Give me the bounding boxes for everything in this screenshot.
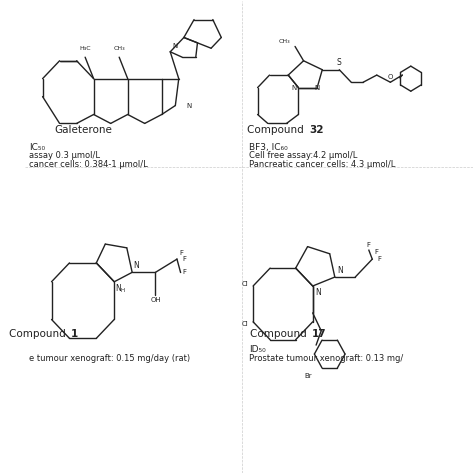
Text: Pancreatic cancer cells: 4.3 μmol/L: Pancreatic cancer cells: 4.3 μmol/L (249, 160, 395, 169)
Text: 1: 1 (71, 329, 78, 339)
Text: Cl: Cl (242, 281, 249, 287)
Text: ID₅₀: ID₅₀ (249, 346, 265, 355)
Text: H₃C: H₃C (79, 46, 91, 51)
Text: N: N (337, 266, 343, 275)
Text: cancer cells: 0.384-1 μmol/L: cancer cells: 0.384-1 μmol/L (29, 160, 148, 169)
Text: F: F (367, 242, 371, 248)
Text: N: N (134, 261, 139, 270)
Text: S: S (337, 58, 342, 67)
Text: Cl: Cl (242, 321, 249, 327)
Text: 17: 17 (312, 329, 327, 339)
Text: F: F (374, 249, 379, 255)
Text: IC₅₀: IC₅₀ (29, 143, 45, 152)
Text: F: F (183, 269, 187, 275)
Text: OH: OH (150, 297, 161, 303)
Text: N: N (116, 284, 121, 293)
Text: BF3, IC₆₀: BF3, IC₆₀ (249, 143, 287, 152)
Text: H: H (120, 288, 124, 293)
Text: N: N (315, 85, 320, 91)
Text: N: N (173, 44, 178, 49)
Text: Compound: Compound (9, 329, 70, 339)
Text: CH₃: CH₃ (279, 39, 291, 44)
Text: N: N (315, 288, 321, 297)
Text: N: N (186, 103, 191, 109)
Text: Compound: Compound (247, 125, 307, 135)
Text: Compound: Compound (250, 329, 310, 339)
Text: O: O (388, 74, 393, 80)
Text: CH₃: CH₃ (113, 46, 125, 51)
Text: Galeterone: Galeterone (54, 125, 112, 135)
Text: F: F (378, 256, 382, 262)
Text: Prostate tumour xenograft: 0.13 mg/: Prostate tumour xenograft: 0.13 mg/ (249, 354, 403, 363)
Text: assay 0.3 μmol/L: assay 0.3 μmol/L (29, 151, 100, 160)
Text: 32: 32 (310, 125, 324, 135)
Text: e tumour xenograft: 0.15 mg/day (rat): e tumour xenograft: 0.15 mg/day (rat) (29, 354, 190, 363)
Text: Br: Br (304, 373, 312, 379)
Text: N: N (291, 85, 296, 91)
Text: Cell free assay:4.2 μmol/L: Cell free assay:4.2 μmol/L (249, 151, 357, 160)
Text: F: F (182, 256, 186, 262)
Text: F: F (179, 250, 183, 256)
